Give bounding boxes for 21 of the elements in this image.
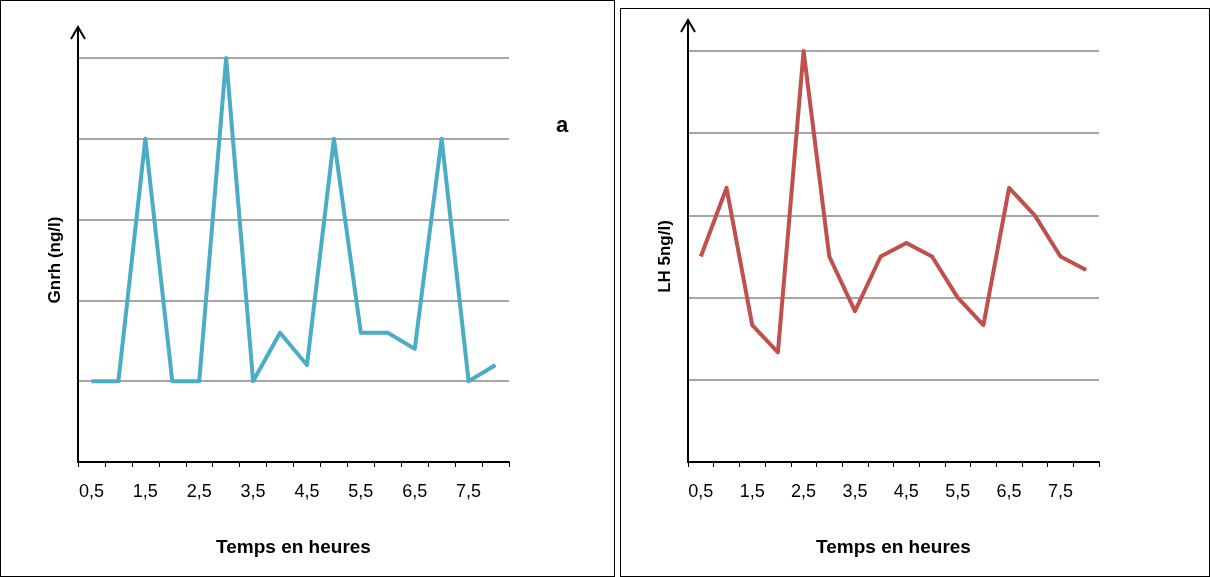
y-axis-title: Gnrh (ng/l)	[45, 216, 64, 304]
x-tick-label: 5,5	[945, 481, 971, 501]
x-tick-label: 1,5	[132, 481, 158, 501]
x-tick-label: 7,5	[456, 481, 482, 501]
x-tick-label: 3,5	[842, 481, 868, 501]
x-tick-label: 0,5	[688, 481, 714, 501]
x-tick-label: 4,5	[294, 481, 320, 501]
x-tick-label: 6,5	[996, 481, 1022, 501]
x-axis-title: Temps en heures	[816, 536, 971, 557]
y-axis-title: LH 5ng/l)	[655, 220, 674, 293]
x-axis-title: Temps en heures	[216, 536, 371, 557]
x-tick-label: 3,5	[240, 481, 266, 501]
text: a	[556, 111, 569, 137]
x-tick-label: 2,5	[791, 481, 817, 501]
x-tick-label: 0,5	[78, 481, 104, 501]
x-tick-label: 1,5	[739, 481, 765, 501]
x-tick-label: 4,5	[893, 481, 919, 501]
x-tick-label: 2,5	[186, 481, 212, 501]
x-tick-label: 7,5	[1047, 481, 1073, 501]
x-tick-label: 6,5	[402, 481, 428, 501]
x-tick-label: 5,5	[348, 481, 374, 501]
